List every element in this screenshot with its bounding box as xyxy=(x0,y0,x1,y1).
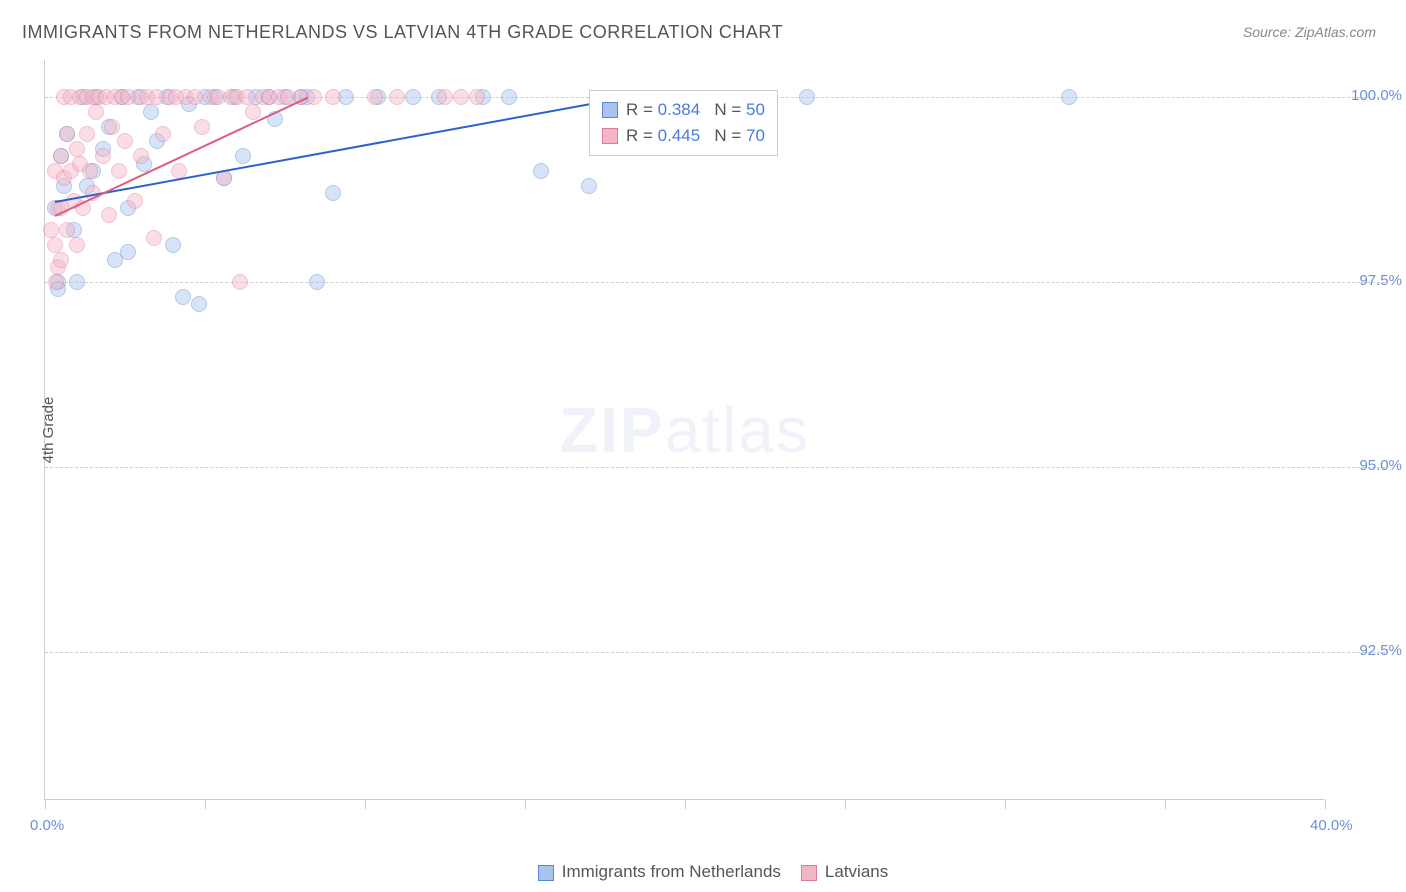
scatter-point-latvians xyxy=(79,126,95,142)
scatter-point-latvians xyxy=(43,222,59,238)
watermark-bold: ZIP xyxy=(559,394,665,466)
stat-r-label: R = xyxy=(626,100,658,119)
scatter-point-latvians xyxy=(101,207,117,223)
watermark: ZIPatlas xyxy=(559,393,810,467)
y-axis-label: 4th Grade xyxy=(40,396,57,463)
scatter-point-latvians xyxy=(69,237,85,253)
scatter-point-netherlands xyxy=(799,89,815,105)
ytick-label: 92.5% xyxy=(1332,642,1402,659)
scatter-point-netherlands xyxy=(405,89,421,105)
scatter-point-netherlands xyxy=(120,244,136,260)
scatter-point-latvians xyxy=(306,89,322,105)
stat-row-latvians: R = 0.445 N = 70 xyxy=(602,123,765,149)
xtick xyxy=(45,799,46,809)
scatter-point-latvians xyxy=(69,141,85,157)
xtick xyxy=(525,799,526,809)
scatter-point-latvians xyxy=(367,89,383,105)
xtick xyxy=(685,799,686,809)
scatter-point-netherlands xyxy=(191,296,207,312)
scatter-point-netherlands xyxy=(501,89,517,105)
xtick xyxy=(1165,799,1166,809)
stat-r-value: 0.445 xyxy=(658,126,701,145)
scatter-point-netherlands xyxy=(143,104,159,120)
scatter-point-latvians xyxy=(245,104,261,120)
scatter-point-latvians xyxy=(127,193,143,209)
stat-swatch xyxy=(602,102,618,118)
stat-row-netherlands: R = 0.384 N = 50 xyxy=(602,97,765,123)
scatter-point-latvians xyxy=(389,89,405,105)
xtick xyxy=(845,799,846,809)
scatter-point-latvians xyxy=(117,133,133,149)
scatter-point-latvians xyxy=(88,104,104,120)
stat-r-value: 0.384 xyxy=(658,100,701,119)
scatter-point-latvians xyxy=(469,89,485,105)
scatter-point-netherlands xyxy=(69,274,85,290)
scatter-point-latvians xyxy=(104,119,120,135)
scatter-point-netherlands xyxy=(309,274,325,290)
xtick xyxy=(1005,799,1006,809)
ytick-label: 95.0% xyxy=(1332,457,1402,474)
ytick-label: 100.0% xyxy=(1332,87,1402,104)
xtick xyxy=(1325,799,1326,809)
source-label: Source: ZipAtlas.com xyxy=(1243,24,1376,40)
stat-n-label: N = xyxy=(700,126,746,145)
gridline-h xyxy=(45,467,1385,468)
scatter-point-latvians xyxy=(59,126,75,142)
scatter-point-latvians xyxy=(111,163,127,179)
scatter-point-netherlands xyxy=(325,185,341,201)
scatter-point-latvians xyxy=(325,89,341,105)
xtick-label: 0.0% xyxy=(30,817,64,834)
scatter-point-netherlands xyxy=(175,289,191,305)
legend-label: Latvians xyxy=(825,862,888,881)
xtick xyxy=(365,799,366,809)
scatter-point-latvians xyxy=(146,230,162,246)
scatter-point-latvians xyxy=(59,222,75,238)
scatter-point-latvians xyxy=(155,126,171,142)
scatter-point-latvians xyxy=(232,274,248,290)
stat-n-label: N = xyxy=(700,100,746,119)
scatter-point-latvians xyxy=(95,148,111,164)
legend-swatch xyxy=(538,865,554,881)
scatter-point-latvians xyxy=(53,148,69,164)
ytick-label: 97.5% xyxy=(1332,272,1402,289)
watermark-rest: atlas xyxy=(665,394,810,466)
scatter-point-netherlands xyxy=(533,163,549,179)
chart-title: IMMIGRANTS FROM NETHERLANDS VS LATVIAN 4… xyxy=(22,22,783,43)
xtick-label: 40.0% xyxy=(1310,817,1353,834)
stat-box: R = 0.384 N = 50R = 0.445 N = 70 xyxy=(589,90,778,156)
scatter-point-latvians xyxy=(82,163,98,179)
scatter-point-latvians xyxy=(239,89,255,105)
stat-swatch xyxy=(602,128,618,144)
legend-label: Immigrants from Netherlands xyxy=(562,862,781,881)
scatter-point-latvians xyxy=(453,89,469,105)
stat-n-value: 50 xyxy=(746,100,765,119)
scatter-point-netherlands xyxy=(235,148,251,164)
stat-r-label: R = xyxy=(626,126,658,145)
scatter-point-latvians xyxy=(47,237,63,253)
scatter-point-netherlands xyxy=(1061,89,1077,105)
scatter-point-latvians xyxy=(53,252,69,268)
scatter-point-latvians xyxy=(437,89,453,105)
scatter-point-latvians xyxy=(187,89,203,105)
scatter-point-latvians xyxy=(48,274,64,290)
scatter-point-latvians xyxy=(194,119,210,135)
gridline-h xyxy=(45,652,1385,653)
scatter-point-netherlands xyxy=(165,237,181,253)
xtick xyxy=(205,799,206,809)
legend: Immigrants from Netherlands Latvians xyxy=(0,862,1406,882)
scatter-point-latvians xyxy=(133,148,149,164)
stat-n-value: 70 xyxy=(746,126,765,145)
legend-swatch xyxy=(801,865,817,881)
scatter-point-netherlands xyxy=(581,178,597,194)
plot-area: 4th Grade ZIPatlas 92.5%95.0%97.5%100.0%… xyxy=(44,60,1324,800)
